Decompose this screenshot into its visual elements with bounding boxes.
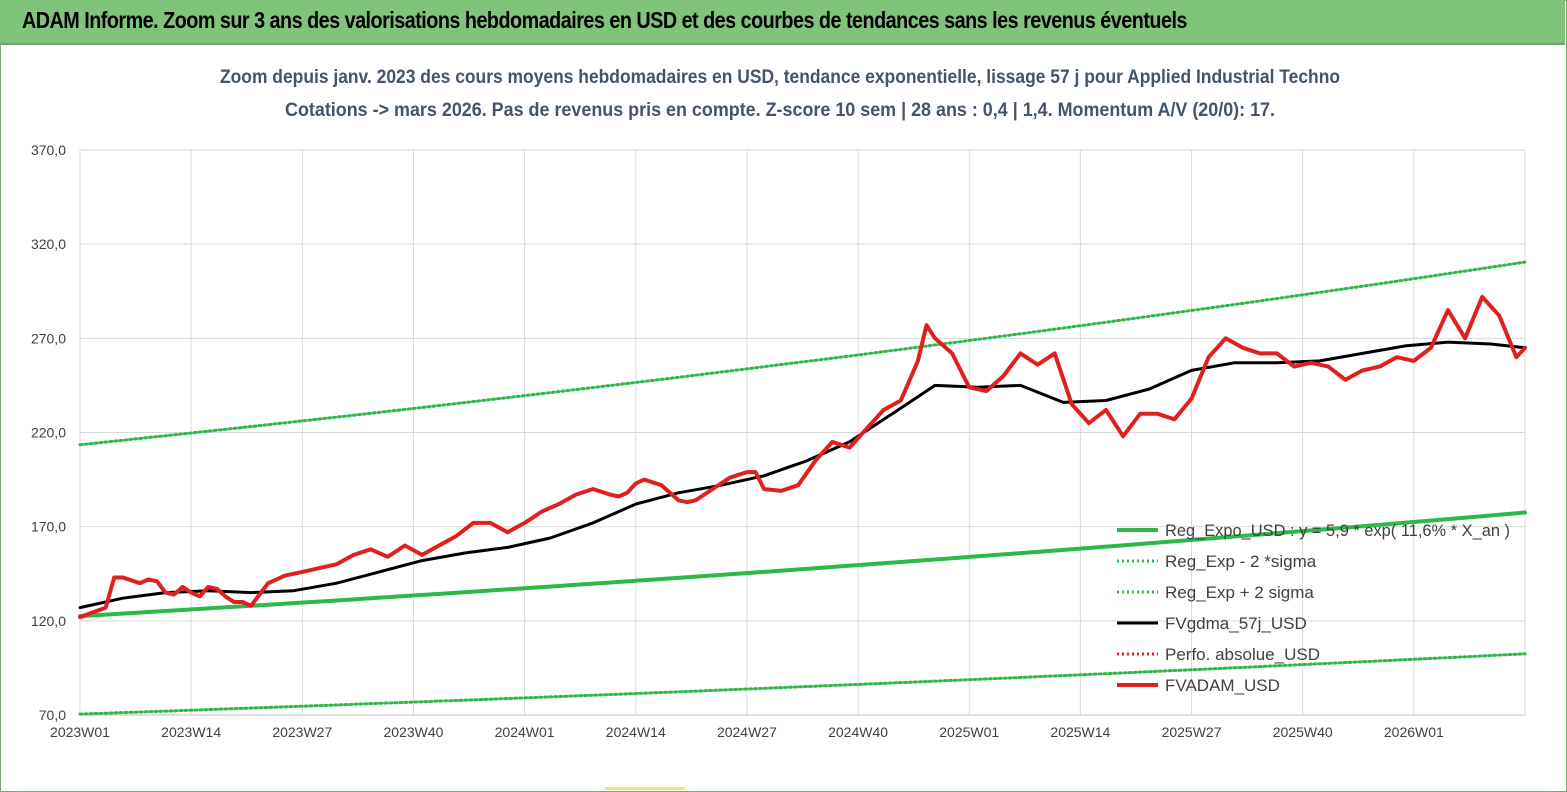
x-tick-label: 2025W01 [939, 724, 999, 740]
series-line-0 [78, 510, 1527, 619]
y-tick-label: 320,0 [31, 236, 66, 252]
y-tick-label: 220,0 [31, 425, 66, 441]
series-group [78, 260, 1527, 716]
chart-title: Zoom depuis janv. 2023 des cours moyens … [220, 67, 1340, 88]
report-banner: ADAM Informe. Zoom sur 3 ans des valoris… [0, 0, 1565, 45]
x-tick-label: 2026W01 [1384, 724, 1444, 740]
x-tick-label: 2023W01 [50, 724, 110, 740]
x-tick-label: 2024W01 [495, 724, 555, 740]
x-tick-label: 2024W14 [606, 724, 666, 740]
chart-area: Zoom depuis janv. 2023 des cours moyens … [31, 67, 1527, 740]
legend-label: FVADAM_USD [1165, 676, 1280, 695]
x-tick-label: 2025W27 [1162, 724, 1222, 740]
legend-label: Reg_Exp + 2 sigma [1165, 583, 1314, 602]
y-tick-label: 70,0 [39, 707, 66, 723]
legend-label: Reg_Expo_USD : y = 5,9 * exp( 11,6% * X_… [1165, 521, 1510, 540]
y-axis-labels: 70,0 120,0 170,0 220,0 270,0 320,0 370,0 [31, 142, 66, 723]
x-tick-label: 2024W27 [717, 724, 777, 740]
y-tick-label: 170,0 [31, 519, 66, 535]
y-tick-label: 120,0 [31, 613, 66, 629]
x-axis-labels: 2023W01 2023W14 2023W27 2023W40 2024W01 2024W… [50, 724, 1444, 740]
legend: Reg_Expo_USD : y = 5,9 * exp( 11,6% * X_… [1117, 521, 1510, 695]
banner-title: ADAM Informe. Zoom sur 3 ans des valoris… [22, 7, 1187, 33]
bottom-marker [605, 787, 685, 790]
x-tick-label: 2025W40 [1273, 724, 1333, 740]
legend-label: Perfo. absolue_USD [1165, 645, 1320, 664]
legend-label: FVgdma_57j_USD [1165, 614, 1307, 633]
x-tick-label: 2023W14 [161, 724, 221, 740]
series-line-1 [78, 652, 1527, 716]
x-tick-label: 2023W27 [272, 724, 332, 740]
series-line-2 [78, 260, 1527, 447]
x-tick-label: 2024W40 [828, 724, 888, 740]
x-tick-label: 2025W14 [1050, 724, 1110, 740]
x-tick-label: 2023W40 [383, 724, 443, 740]
series-line-5 [78, 294, 1527, 620]
y-tick-label: 370,0 [31, 142, 66, 158]
grid-lines [79, 149, 1526, 716]
y-tick-label: 270,0 [31, 330, 66, 346]
chart-subtitle: Cotations -> mars 2026. Pas de revenus p… [285, 100, 1275, 121]
legend-label: Reg_Exp - 2 *sigma [1165, 552, 1317, 571]
